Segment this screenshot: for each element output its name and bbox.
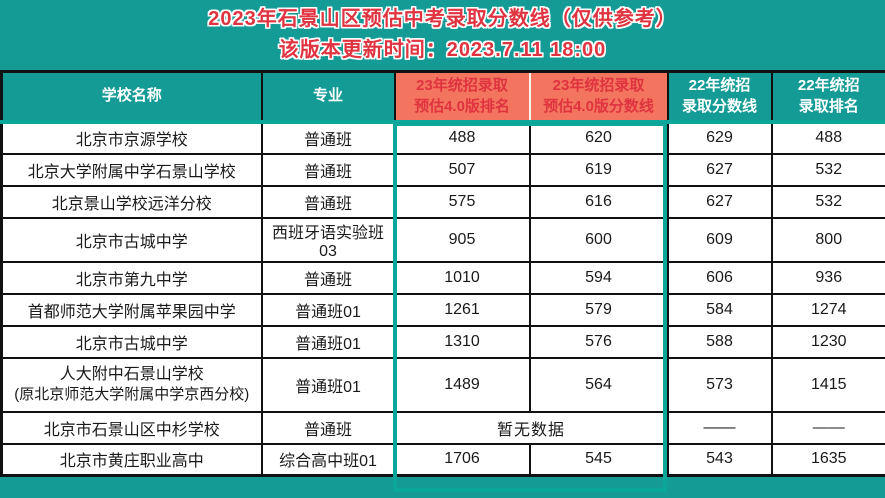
major-cell: 普通班	[260, 410, 396, 445]
update-time: 该版本更新时间：2023.7.11 18:00	[278, 39, 607, 61]
table-row: 北京大学附属中学石景山学校 普通班 507 619 627 532	[0, 152, 885, 187]
rank23-cell: 1261	[393, 292, 531, 327]
score23-cell: 564	[528, 356, 669, 413]
major-cell: 普通班	[260, 120, 396, 155]
col-header-rank23: 23年统招录取 预估4.0版排名	[393, 70, 531, 124]
major-cell: 普通班	[260, 184, 396, 219]
score22-cell: 584	[666, 292, 773, 327]
score23-cell: 619	[528, 152, 669, 187]
table-row: 北京市石景山区中杉学校 普通班 暂无数据 —— ——	[0, 410, 885, 445]
score22-cell: 609	[666, 216, 773, 263]
school-name-cell: 北京市石景山区中杉学校	[0, 410, 263, 445]
col-header-major: 专业	[260, 70, 396, 124]
score22-cell: 627	[666, 184, 773, 219]
score23-cell: 545	[528, 442, 669, 477]
rank22-cell: 532	[770, 152, 885, 187]
score22-cell: 627	[666, 152, 773, 187]
school-name-cell: 首都师范大学附属苹果园中学	[0, 292, 263, 327]
score23-cell: 579	[528, 292, 669, 327]
page-title: 2023年石景山区预估中考录取分数线（仅供参考）	[208, 8, 677, 30]
school-name-line2: (原北京师范大学附属中学京西分校)	[14, 385, 250, 403]
school-name-cell: 北京市第九中学	[0, 260, 263, 295]
school-name-cell: 人大附中石景山学校 (原北京师范大学附属中学京西分校)	[0, 356, 263, 413]
no-data-cell: 暂无数据	[393, 410, 669, 445]
score23-cell: 600	[528, 216, 669, 263]
score22-cell: ——	[666, 410, 773, 445]
major-cell: 普通班	[260, 260, 396, 295]
rank22-cell: 936	[770, 260, 885, 295]
rank23-cell: 905	[393, 216, 531, 263]
rank22-cell: 1415	[770, 356, 885, 413]
school-name-cell: 北京市古城中学	[0, 216, 263, 263]
rank23-cell: 488	[393, 120, 531, 155]
table-row: 北京市第九中学 普通班 1010 594 606 936	[0, 260, 885, 295]
rank23-cell: 575	[393, 184, 531, 219]
col-header-school-name: 学校名称	[0, 70, 263, 124]
major-cell: 普通班01	[260, 356, 396, 413]
col-header-score23: 23年统招录取 预估4.0版分数线	[528, 70, 669, 124]
score22-cell: 588	[666, 324, 773, 359]
table-row: 北京市古城中学 普通班01 1310 576 588 1230	[0, 324, 885, 359]
score22-cell: 629	[666, 120, 773, 155]
table-row: 北京市黄庄职业高中 综合高中班01 1706 545 543 1635	[0, 442, 885, 477]
table-row: 北京景山学校远洋分校 普通班 575 616 627 532	[0, 184, 885, 219]
major-cell: 普通班	[260, 152, 396, 187]
score23-cell: 594	[528, 260, 669, 295]
rank23-cell: 1010	[393, 260, 531, 295]
score22-cell: 573	[666, 356, 773, 413]
school-name-cell: 北京大学附属中学石景山学校	[0, 152, 263, 187]
scores-table: 学校名称 专业 23年统招录取 预估4.0版排名 23年统招录取 预估4.0版分…	[0, 70, 885, 477]
rank22-cell: 1274	[770, 292, 885, 327]
table-row: 北京市古城中学 西班牙语实验班03 905 600 609 800	[0, 216, 885, 263]
rank22-cell: 800	[770, 216, 885, 263]
rank23-cell: 507	[393, 152, 531, 187]
rank23-cell: 1489	[393, 356, 531, 413]
rank22-cell: ——	[770, 410, 885, 445]
table-row: 首都师范大学附属苹果园中学 普通班01 1261 579 584 1274	[0, 292, 885, 327]
rank23-cell: 1706	[393, 442, 531, 477]
school-name-cell: 北京市古城中学	[0, 324, 263, 359]
school-name-cell: 北京市京源学校	[0, 120, 263, 155]
score23-cell: 616	[528, 184, 669, 219]
score22-cell: 606	[666, 260, 773, 295]
major-cell: 普通班01	[260, 292, 396, 327]
score23-cell: 620	[528, 120, 669, 155]
major-cell: 西班牙语实验班03	[260, 216, 396, 263]
school-name-cell: 北京景山学校远洋分校	[0, 184, 263, 219]
major-cell: 普通班01	[260, 324, 396, 359]
score23-cell: 576	[528, 324, 669, 359]
major-cell: 综合高中班01	[260, 442, 396, 477]
rank22-cell: 532	[770, 184, 885, 219]
table-row: 人大附中石景山学校 (原北京师范大学附属中学京西分校) 普通班01 1489 564 57…	[0, 356, 885, 413]
col-header-rank22: 22年统招 录取排名	[770, 70, 885, 124]
header-row: 学校名称 专业 23年统招录取 预估4.0版排名 23年统招录取 预估4.0版分…	[0, 70, 885, 124]
rank22-cell: 1635	[770, 442, 885, 477]
col-header-score22: 22年统招 录取分数线	[666, 70, 773, 124]
rank22-cell: 488	[770, 120, 885, 155]
score22-cell: 543	[666, 442, 773, 477]
table-body: 北京市京源学校 普通班 488 620 629 488 北京大学附属中学石景山学校 普通班 50…	[0, 120, 885, 477]
rank23-cell: 1310	[393, 324, 531, 359]
school-name-line1: 人大附中石景山学校	[59, 365, 204, 383]
school-name-cell: 北京市黄庄职业高中	[0, 442, 263, 477]
table-row: 北京市京源学校 普通班 488 620 629 488	[0, 120, 885, 155]
rank22-cell: 1230	[770, 324, 885, 359]
title-banner: 2023年石景山区预估中考录取分数线（仅供参考） 该版本更新时间：2023.7.…	[0, 0, 885, 70]
